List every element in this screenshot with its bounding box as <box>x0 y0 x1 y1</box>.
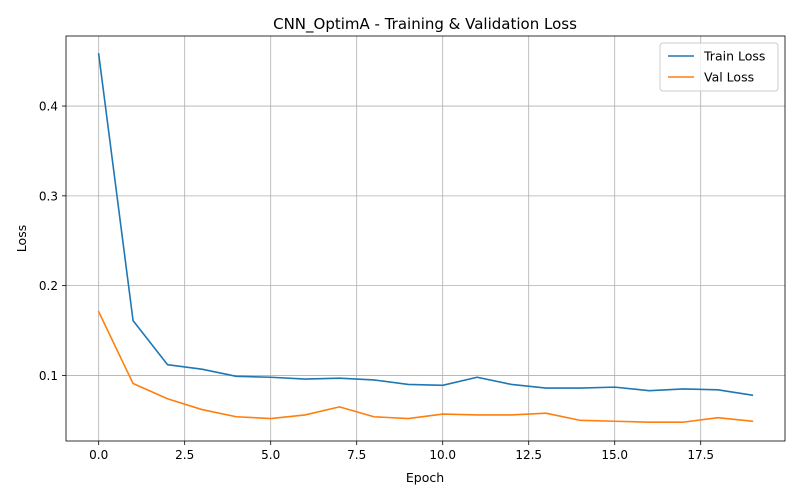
y-tick-label: 0.4 <box>39 100 58 114</box>
y-tick-label: 0.2 <box>39 279 58 293</box>
y-axis-label: Loss <box>14 225 29 252</box>
legend-box <box>659 42 779 92</box>
y-tick-label: 0.1 <box>39 369 58 383</box>
grid-lines <box>66 36 785 441</box>
x-tick-label: 17.5 <box>687 448 714 462</box>
x-tick-label: 7.5 <box>347 448 366 462</box>
y-tick-label: 0.3 <box>39 189 58 203</box>
y-ticks: 0.1 0.2 0.3 0.4 <box>39 100 66 383</box>
x-tick-label: 0.0 <box>89 448 108 462</box>
x-axis-label: Epoch <box>406 470 444 485</box>
x-tick-label: 15.0 <box>601 448 628 462</box>
x-ticks: 0.0 2.5 5.0 7.5 10.0 12.5 15.0 17.5 <box>89 441 714 462</box>
legend-label-val-loss: Val Loss <box>704 70 754 85</box>
x-tick-label: 5.0 <box>261 448 280 462</box>
x-tick-label: 2.5 <box>175 448 194 462</box>
series-line-val-loss <box>97 310 754 423</box>
x-tick-label: 12.5 <box>515 448 542 462</box>
x-tick-label: 10.0 <box>429 448 456 462</box>
chart-title: CNN_OptimA - Training & Validation Loss <box>273 15 577 34</box>
legend: Train Loss Val Loss <box>659 42 779 92</box>
series-lines <box>97 53 754 423</box>
plot-frame <box>65 35 786 442</box>
series-line-train-loss <box>97 53 754 397</box>
legend-label-train-loss: Train Loss <box>703 49 765 64</box>
